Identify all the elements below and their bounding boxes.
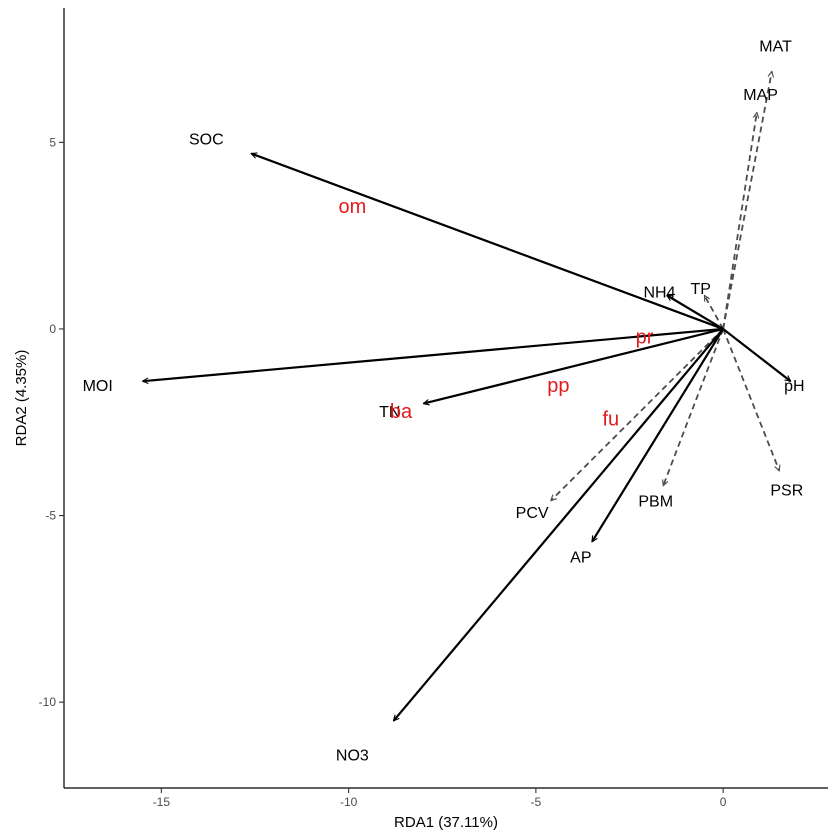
arrow-label-tn: TN	[379, 404, 400, 421]
arrow-label-nh4: NH4	[643, 285, 675, 302]
arrow-label-psr: PSR	[770, 482, 803, 499]
y-tick-label: 0	[49, 322, 56, 336]
plot-area: -15 -10 -5 0 -10 -5 0 5 SOC MOI TN NH4 pH AP NO3 TP MA…	[39, 8, 828, 809]
species-label-pr: pr	[636, 326, 654, 348]
arrow-soc	[251, 154, 724, 330]
arrow-pcv	[551, 328, 724, 501]
species-label-ba: ba	[390, 401, 413, 423]
x-axis-title: RDA1 (37.11%)	[394, 814, 498, 831]
arrow-ap	[591, 328, 725, 542]
arrow-map	[722, 112, 757, 330]
arrow-label-tp: TP	[690, 281, 710, 298]
dashed-arrows	[551, 71, 779, 500]
species-label-fu: fu	[602, 409, 619, 431]
arrow-label-ph: pH	[784, 378, 804, 395]
arrow-label-pcv: PCV	[516, 505, 549, 522]
y-tick-label: -10	[39, 695, 57, 709]
arrow-label-map: MAP	[743, 87, 778, 104]
y-axis-title: RDA2 (4.35%)	[13, 350, 30, 447]
arrow-label-moi: MOI	[83, 378, 113, 395]
x-tick-label: 0	[720, 795, 727, 809]
arrow-psr	[722, 328, 779, 471]
species-labels: om pr pp fu ba	[338, 196, 653, 431]
arrow-label-mat: MAT	[759, 38, 792, 55]
x-tick-label: -10	[340, 795, 358, 809]
arrow-labels: SOC MOI TN NH4 pH AP NO3 TP MAP MAT PSR PBM PCV	[83, 38, 805, 764]
arrow-mat	[722, 71, 772, 330]
solid-arrows	[143, 154, 791, 721]
arrow-tp	[703, 295, 724, 330]
x-tick-label: -15	[153, 795, 171, 809]
x-axis-ticks: -15 -10 -5 0	[153, 788, 727, 809]
arrow-label-soc: SOC	[189, 132, 224, 149]
arrow-moi	[143, 327, 724, 381]
x-tick-label: -5	[531, 795, 542, 809]
arrow-tn	[424, 327, 724, 404]
arrow-no3	[392, 328, 724, 721]
arrow-nh4	[667, 294, 724, 330]
y-axis-ticks: -10 -5 0 5	[39, 135, 64, 709]
species-label-pp: pp	[547, 375, 569, 397]
species-label-om: om	[338, 196, 366, 218]
arrow-label-pbm: PBM	[638, 494, 673, 511]
arrow-ph	[722, 328, 790, 383]
y-tick-label: 5	[49, 135, 56, 149]
y-tick-label: -5	[45, 509, 56, 523]
arrow-label-ap: AP	[570, 550, 591, 567]
arrow-label-no3: NO3	[336, 747, 369, 764]
arrow-pbm	[663, 328, 724, 486]
